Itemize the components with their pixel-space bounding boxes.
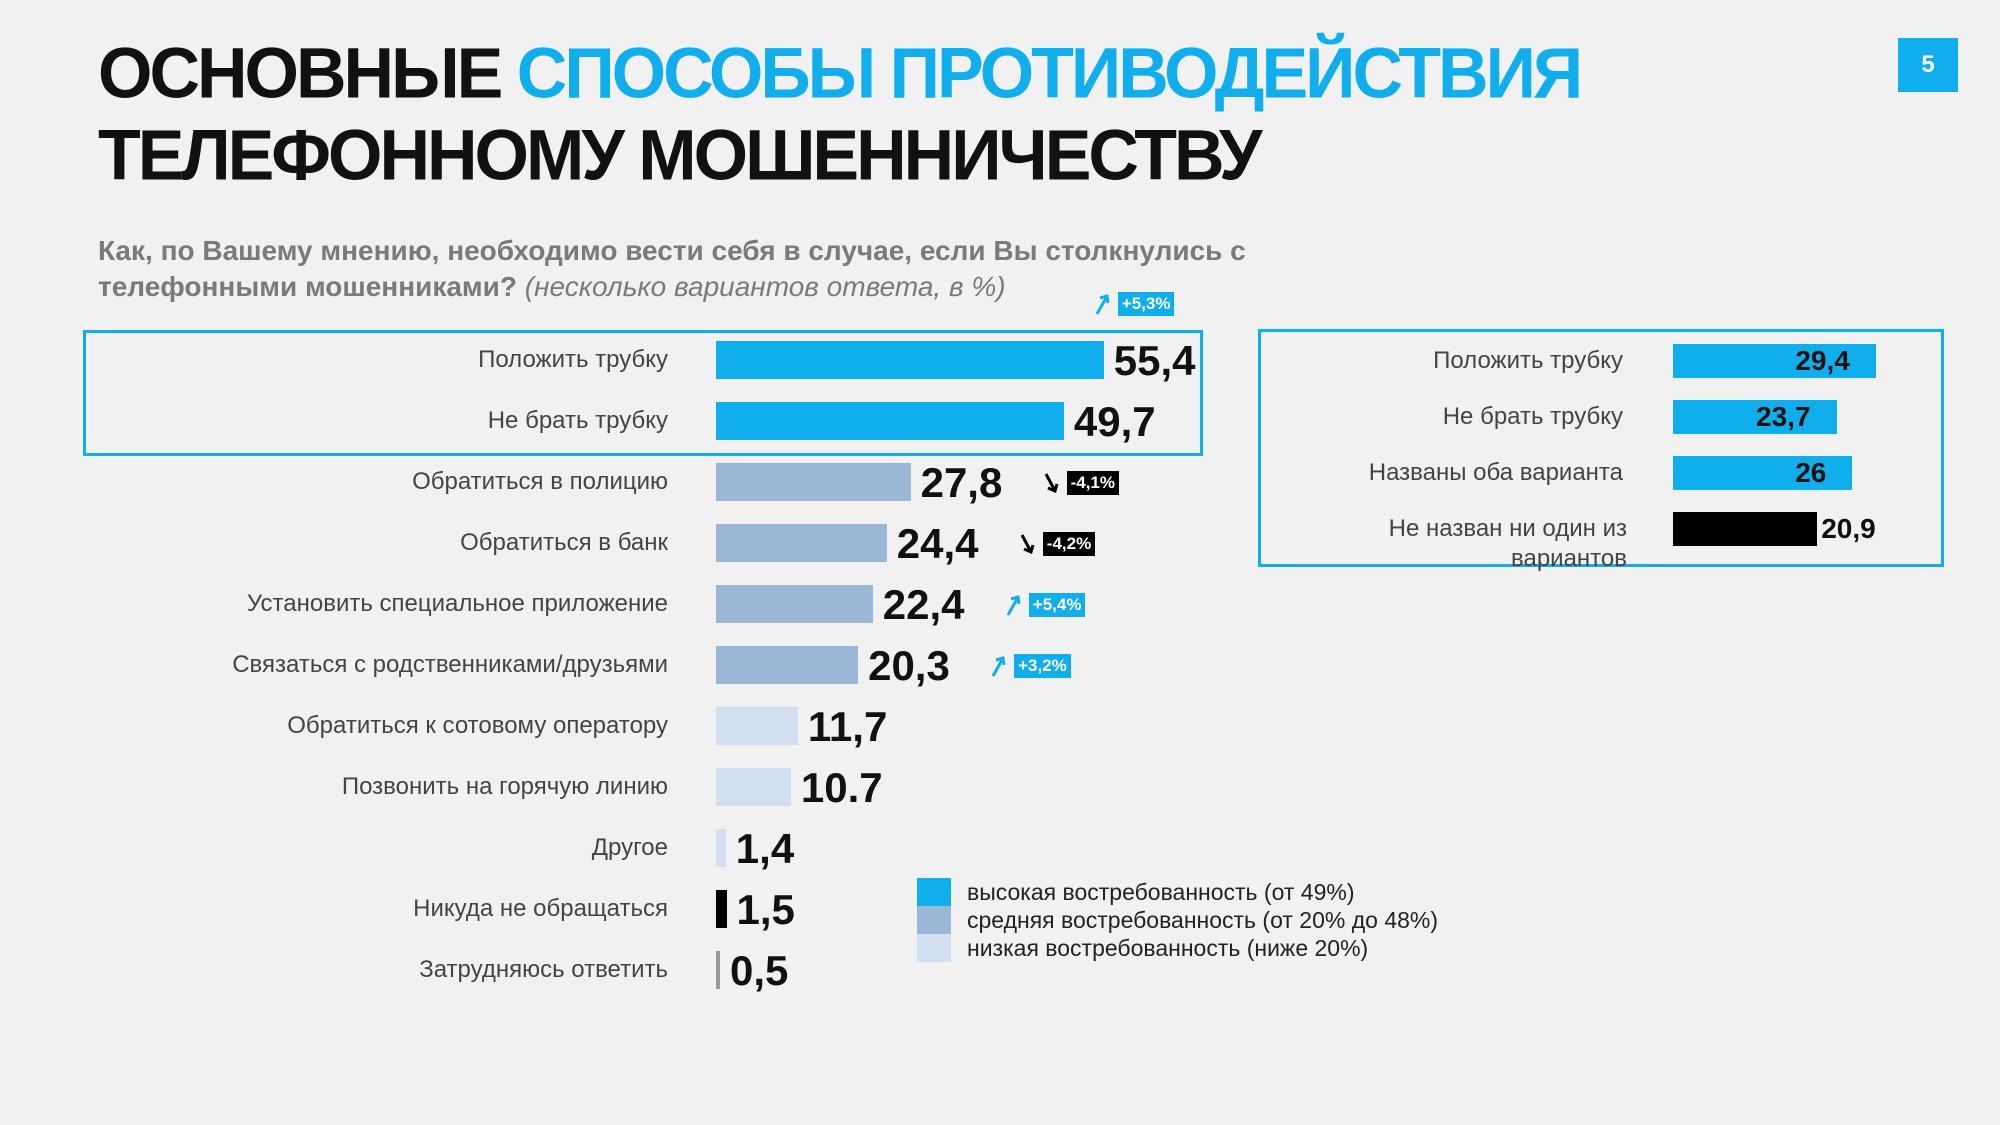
value-label: 49,7 [1073,398,1156,445]
bar [716,463,911,501]
top-answers-highlight-frame [83,330,1203,456]
change-badge: -4,1% [1066,471,1120,495]
survey-question: Как, по Вашему мнению, необходимо вести … [98,233,1298,305]
change-badge: +5,4% [1028,593,1086,617]
bar [716,524,887,562]
legend-item: средняя востребованность (от 20% до 48%) [917,906,1438,934]
value-label: 22,4 [882,581,965,628]
value-label: 1,5 [736,886,795,933]
side-bar [1673,512,1818,546]
value-label: 20,3 [868,642,950,689]
value-label: 1,4 [735,825,795,872]
legend-label: средняя востребованность (от 20% до 48%) [967,907,1439,933]
category-label: Не брать трубку [487,407,668,434]
value-label: 27,8 [920,459,1003,506]
category-label: Обратиться к сотовому оператору [287,712,668,739]
change-badge: +5,3% [1117,292,1175,316]
change-indicator: +5,4% [1003,593,1086,617]
side-category-label: Положить трубку [1433,347,1623,374]
legend-swatch [917,934,951,962]
side-bar [1673,456,1853,490]
category-label: Установить специальное приложение [246,590,668,617]
page-number: 5 [1898,38,1958,92]
bar [716,890,727,928]
legend-item: низкая востребованность (ниже 20%) [917,934,1438,962]
category-label: Обратиться в банк [460,529,668,556]
bar [716,829,726,867]
category-label: Другое [591,834,668,861]
value-label: 55,4 [1113,337,1196,384]
arrow-up-icon [991,656,1006,677]
change-badge: +3,2% [1014,654,1071,678]
title-part-1: ОСНОВНЫЕ [98,33,517,113]
legend-swatch [917,878,951,906]
legend: высокая востребованность (от 49%) средняя… [917,878,1438,962]
change-indicator: +3,2% [988,654,1071,678]
arrow-up-icon [1095,294,1110,315]
question-text: Как, по Вашему мнению, необходимо вести … [98,235,1246,302]
slide-title: ОСНОВНЫЕ СПОСОБЫ ПРОТИВОДЕЙСТВИЯ ТЕЛЕФОН… [98,32,1583,195]
category-label: Позвонить на горячую линию [341,773,668,800]
change-indicator: -4,1% [1041,471,1120,495]
bar [716,341,1104,379]
change-indicator: +5,3% [1092,292,1175,316]
title-line-1: ОСНОВНЫЕ СПОСОБЫ ПРОТИВОДЕЙСТВИЯ [98,32,1583,114]
bar [716,951,720,989]
side-category-label: Не назван ни один из вариантов [1388,515,1627,572]
category-label: Обратиться в полицию [412,468,668,495]
bar [716,768,791,806]
bar [716,585,873,623]
arrow-up-icon [1006,595,1021,616]
category-label: Положить трубку [478,346,668,373]
side-bar [1673,400,1837,434]
value-label: 0,5 [730,947,789,994]
bar [716,402,1064,440]
title-accent: СПОСОБЫ ПРОТИВОДЕЙСТВИЯ [516,33,1583,113]
change-indicator: -4,2% [1017,532,1096,556]
title-line-2: ТЕЛЕФОННОМУ МОШЕННИЧЕСТВУ [98,115,1262,195]
side-value-label: 23,7 [1756,401,1811,432]
side-category-label: Названы оба варианта [1368,459,1623,486]
legend-item: высокая востребованность (от 49%) [917,878,1438,906]
change-badge: -4,2% [1042,532,1096,556]
question-note: (несколько вариантов ответа, в %) [524,271,1006,302]
value-label: 24,4 [896,520,979,567]
bar [716,707,798,745]
side-value-label: 20,9 [1821,513,1876,544]
category-label: Никуда не обращаться [413,895,668,922]
arrow-down-icon [1020,534,1035,555]
side-value-label: 26 [1795,457,1827,488]
side-category-label: Не брать трубку [1442,403,1623,430]
side-bar [1673,344,1876,378]
legend-label: низкая востребованность (ниже 20%) [967,935,1369,961]
bar [716,646,859,684]
value-label: 10.7 [800,764,883,811]
side-comparison-frame [1258,329,1944,567]
side-value-label: 29,4 [1795,345,1850,376]
category-label: Связаться с родственниками/друзьями [232,651,668,678]
legend-label: высокая востребованность (от 49%) [967,879,1355,905]
value-label: 11,7 [807,703,888,750]
category-label: Затрудняюсь ответить [419,956,668,983]
arrow-down-icon [1044,473,1059,494]
legend-swatch [917,906,951,934]
